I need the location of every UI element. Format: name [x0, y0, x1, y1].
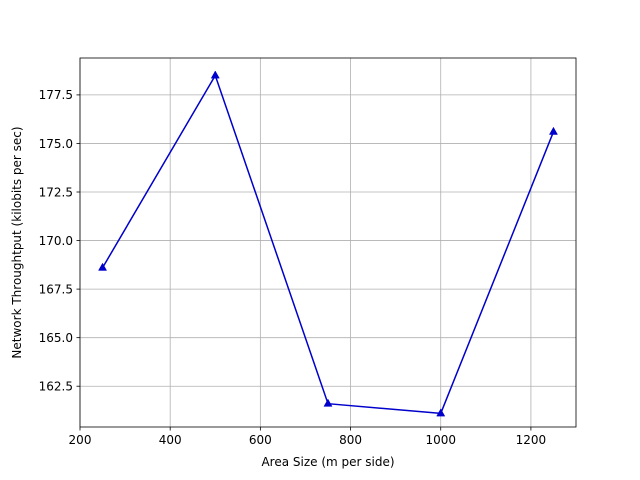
- x-tick-label: 1200: [516, 433, 547, 447]
- plot-frame: [79, 57, 577, 428]
- y-tick-label: 170.0: [39, 234, 73, 248]
- y-tick-label: 165.0: [39, 331, 73, 345]
- data-point-marker: [323, 398, 333, 407]
- data-point-marker: [210, 70, 220, 79]
- data-point-marker: [98, 262, 108, 271]
- y-tick-label: 172.5: [39, 185, 73, 199]
- data-point-marker: [436, 408, 446, 417]
- y-tick-label: 175.0: [39, 137, 73, 151]
- x-tick-label: 1000: [425, 433, 456, 447]
- x-tick-label: 600: [249, 433, 272, 447]
- x-axis-label: Area Size (m per side): [261, 455, 394, 469]
- series-layer: [98, 70, 558, 417]
- data-point-marker: [548, 126, 558, 135]
- y-tick-label: 167.5: [39, 282, 73, 296]
- x-tick-label: 800: [339, 433, 362, 447]
- grid: [79, 58, 576, 427]
- y-tick-label: 162.5: [39, 380, 73, 394]
- x-tick-label: 400: [159, 433, 182, 447]
- x-tick-label: 200: [69, 433, 92, 447]
- axis-ticks: 200 400 600 800 1000 1200 162.5 165.0 167.5 170.0…: [39, 88, 547, 447]
- y-tick-label: 177.5: [39, 88, 73, 102]
- y-axis-label: Network Throughtput (kilobits per sec): [10, 126, 24, 358]
